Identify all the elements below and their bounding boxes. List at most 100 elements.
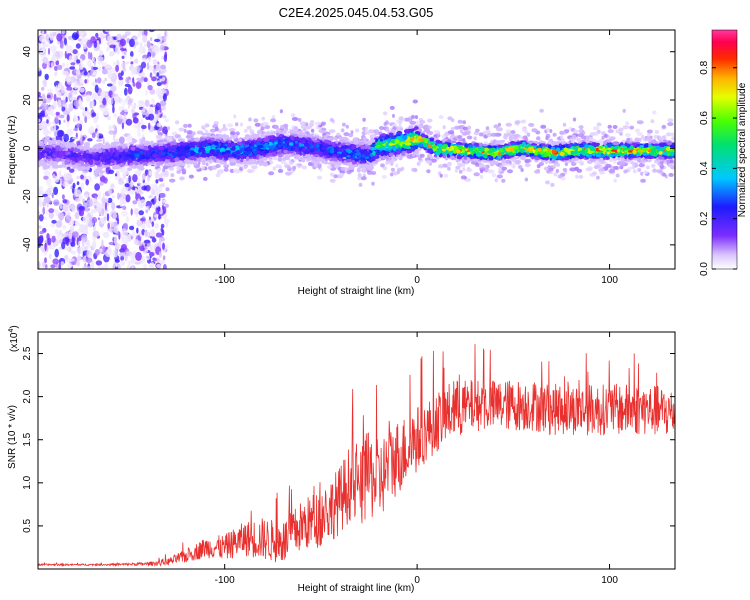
spectrogram-cell [570,139,576,143]
spectrogram-cell [457,119,463,124]
spectrogram-cell [59,169,62,177]
spectrogram-cell [186,164,191,168]
spectrogram-cell [130,51,134,58]
spectrogram-cell [56,33,63,42]
spectrogram-cell [54,72,58,76]
spectrogram-cell [317,175,323,180]
spectrogram-cell [155,258,158,262]
spectrogram-cell [414,115,418,120]
spectrogram-cell [120,255,124,261]
spectrogram-cell [84,194,89,199]
spectrogram-cell [548,167,554,172]
spectrogram-cell [350,130,354,135]
spectrogram-cell [69,97,77,101]
spectrogram-cell [450,127,455,131]
spectrogram-cell [122,66,127,72]
spectrogram-cell [156,122,162,127]
spectrogram-cell [615,129,622,134]
spectrogram-cell [161,183,165,187]
spectrogram-cell [634,128,641,133]
spectrogram-cell [101,61,107,67]
spectrogram-cell [333,174,338,179]
spectrogram-cell [148,65,155,71]
spectrogram-cell [108,130,115,135]
spectrogram-cell [605,163,612,168]
spectrogram-cell [127,264,130,269]
spectrogram-cell [188,174,194,179]
spectrogram-cell [103,112,109,116]
spectrogram-cell [578,174,584,179]
spectrogram-cell [507,169,513,174]
spectrogram-cell [112,249,119,258]
spectrogram-cell [330,172,334,177]
spectrogram-cell [102,231,110,238]
spectrogram-cell [162,255,166,261]
spectrogram-cell [127,104,130,109]
spectrogram-cell [557,174,563,179]
spectrogram-cell [132,77,135,84]
spectrogram-cell [131,266,134,269]
spectrogram-cell [423,124,429,129]
spectrogram-cell [261,122,269,127]
spectrogram-cell [42,127,49,136]
spectrogram-cell [61,62,66,67]
spectrogram-cell [125,118,133,126]
spectrogram-cell [265,125,271,130]
spectrogram-cell [148,122,151,130]
spectrogram-cell [447,166,451,171]
spectrogram-cell [118,181,125,185]
spectrogram-cell [138,30,141,36]
spectrogram-cell [327,165,333,169]
spectrogram-cell [661,124,666,129]
spectrogram-cell [143,239,151,244]
spectrogram-cell [480,169,484,174]
spectrogram-cell [668,172,674,177]
spectrogram-cell [625,133,631,138]
spectrogram-cell [84,116,88,124]
spectrogram-cell [656,169,663,174]
spectrogram-cell [86,242,91,249]
spectrogram-cell [455,125,459,130]
spectrogram-cell [78,205,85,211]
spectrogram-cell [503,132,510,137]
spectrogram-cell [164,203,169,208]
spectrogram-cell [462,120,467,125]
spectrogram-cell [145,89,148,96]
spectrogram-cell [107,197,113,204]
spectrogram-cell [57,99,62,109]
spectrogram-cell [578,125,584,130]
spectrogram-cell [619,165,624,170]
spectrogram-cell [473,136,477,141]
spectrogram-cell [158,251,162,258]
spectrogram-cell [140,61,147,69]
spectrogram-cell [99,104,106,108]
spectrogram-cell [371,171,377,175]
spectrogram-cell [406,117,413,122]
spectrogram-cell [156,72,160,77]
spectrogram-cell [48,208,55,214]
spectrogram-cell [83,224,89,231]
spectrogram-cell [51,56,59,62]
spectrogram-cell [99,181,104,186]
spectrogram-cell [124,61,130,65]
spectrogram-cell [58,229,63,236]
spectrogram-cell [106,213,110,222]
spectrogram-cell [137,100,145,104]
spectrogram-cell [105,64,112,69]
spectrogram-cell [155,87,162,97]
spectrogram-cell [373,129,380,134]
spectrogram-cell [101,91,107,96]
spectrogram-cell [54,248,59,258]
spectrogram-cell [117,217,120,225]
spectrogram-cell [175,120,180,125]
spectrogram-cell [612,125,618,129]
spectrogram-cell [412,99,418,104]
spectrogram-cell [61,30,65,35]
spectrogram-cell [115,64,119,72]
spectrogram-cell [211,165,216,170]
spectrogram-cell [62,70,69,76]
spectrogram-cell [599,170,605,175]
spectrogram-cell [161,55,165,60]
spectrogram-cell [232,168,240,173]
